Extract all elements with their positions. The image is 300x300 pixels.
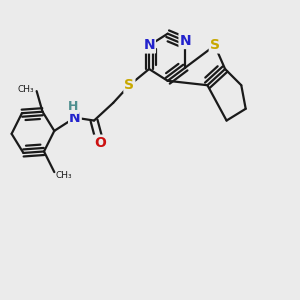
Text: CH₃: CH₃ <box>17 85 34 94</box>
Text: S: S <box>124 78 134 92</box>
Text: N: N <box>69 111 81 124</box>
Text: O: O <box>94 136 106 150</box>
Text: H: H <box>68 100 79 113</box>
Text: N: N <box>179 34 191 48</box>
Text: CH₃: CH₃ <box>56 170 72 179</box>
Text: N: N <box>143 38 155 52</box>
Text: S: S <box>210 38 220 52</box>
